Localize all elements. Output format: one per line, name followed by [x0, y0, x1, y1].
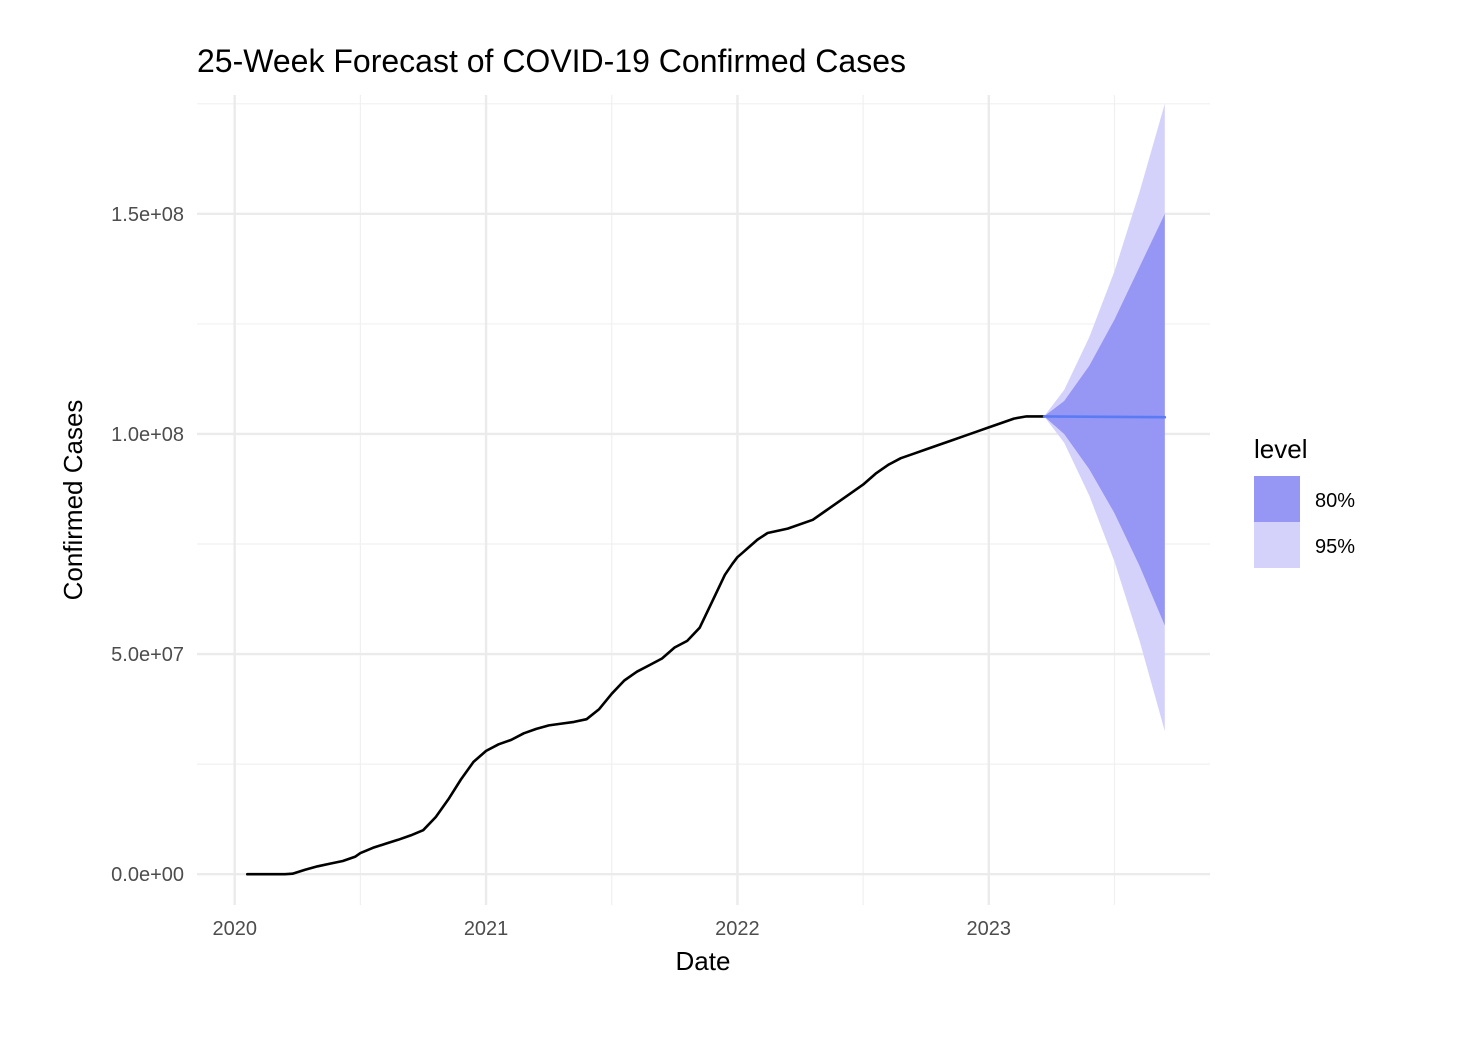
series-lines: [246, 415, 1167, 876]
x-axis-ticks: 2020 2021 2022 2023: [212, 918, 1011, 940]
observed-series-line: [246, 415, 1046, 876]
interval-band-80: [1044, 213, 1165, 626]
x-tick-label: 2021: [464, 918, 509, 940]
y-tick-label: 5.0e+07: [111, 644, 184, 666]
x-tick-label: 2022: [715, 918, 760, 940]
legend: level 80% 95%: [1254, 434, 1355, 568]
legend-label-80: 80%: [1315, 490, 1355, 512]
y-tick-label: 0.0e+00: [111, 864, 184, 886]
x-axis-title: Date: [676, 946, 731, 976]
y-tick-label: 1.0e+08: [111, 424, 184, 446]
legend-swatch-95: [1254, 522, 1300, 568]
chart-title: 25-Week Forecast of COVID-19 Confirmed C…: [197, 43, 906, 79]
legend-label-95: 95%: [1315, 536, 1355, 558]
y-tick-label: 1.5e+08: [111, 204, 184, 226]
legend-swatch-80: [1254, 476, 1300, 522]
legend-title: level: [1254, 434, 1307, 464]
y-axis-title: Confirmed Cases: [58, 400, 88, 601]
x-tick-label: 2023: [967, 918, 1012, 940]
y-axis-ticks: 0.0e+00 5.0e+07 1.0e+08 1.5e+08: [111, 204, 184, 886]
forecast-series-line: [1042, 415, 1167, 419]
grid: [197, 95, 1210, 905]
x-tick-label: 2020: [212, 918, 257, 940]
